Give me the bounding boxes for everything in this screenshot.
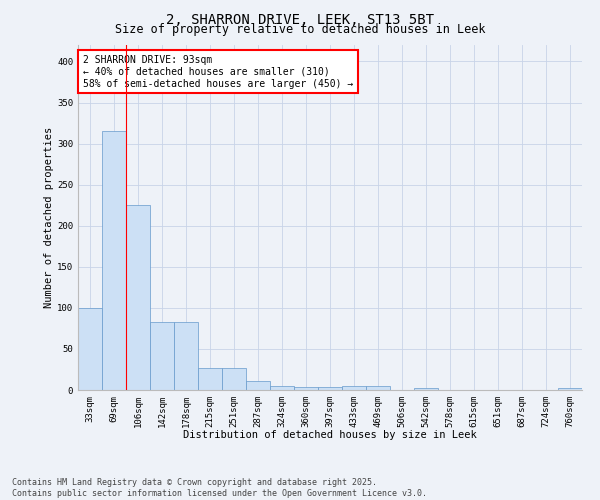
Bar — [126, 205, 150, 390]
Text: 2, SHARRON DRIVE, LEEK, ST13 5BT: 2, SHARRON DRIVE, LEEK, ST13 5BT — [166, 12, 434, 26]
X-axis label: Distribution of detached houses by size in Leek: Distribution of detached houses by size … — [183, 430, 477, 440]
Bar — [366, 386, 390, 390]
Bar — [270, 386, 294, 390]
Text: Contains HM Land Registry data © Crown copyright and database right 2025.
Contai: Contains HM Land Registry data © Crown c… — [12, 478, 427, 498]
Text: 2 SHARRON DRIVE: 93sqm
← 40% of detached houses are smaller (310)
58% of semi-de: 2 SHARRON DRIVE: 93sqm ← 40% of detached… — [83, 56, 353, 88]
Bar — [294, 386, 318, 390]
Bar — [222, 368, 246, 390]
Bar — [150, 322, 174, 390]
Bar — [78, 308, 102, 390]
Bar — [246, 381, 270, 390]
Bar — [174, 322, 198, 390]
Bar — [558, 388, 582, 390]
Bar — [102, 131, 126, 390]
Bar — [414, 388, 438, 390]
Bar — [198, 368, 222, 390]
Text: Size of property relative to detached houses in Leek: Size of property relative to detached ho… — [115, 22, 485, 36]
Bar — [342, 386, 366, 390]
Y-axis label: Number of detached properties: Number of detached properties — [44, 127, 54, 308]
Bar — [318, 386, 342, 390]
